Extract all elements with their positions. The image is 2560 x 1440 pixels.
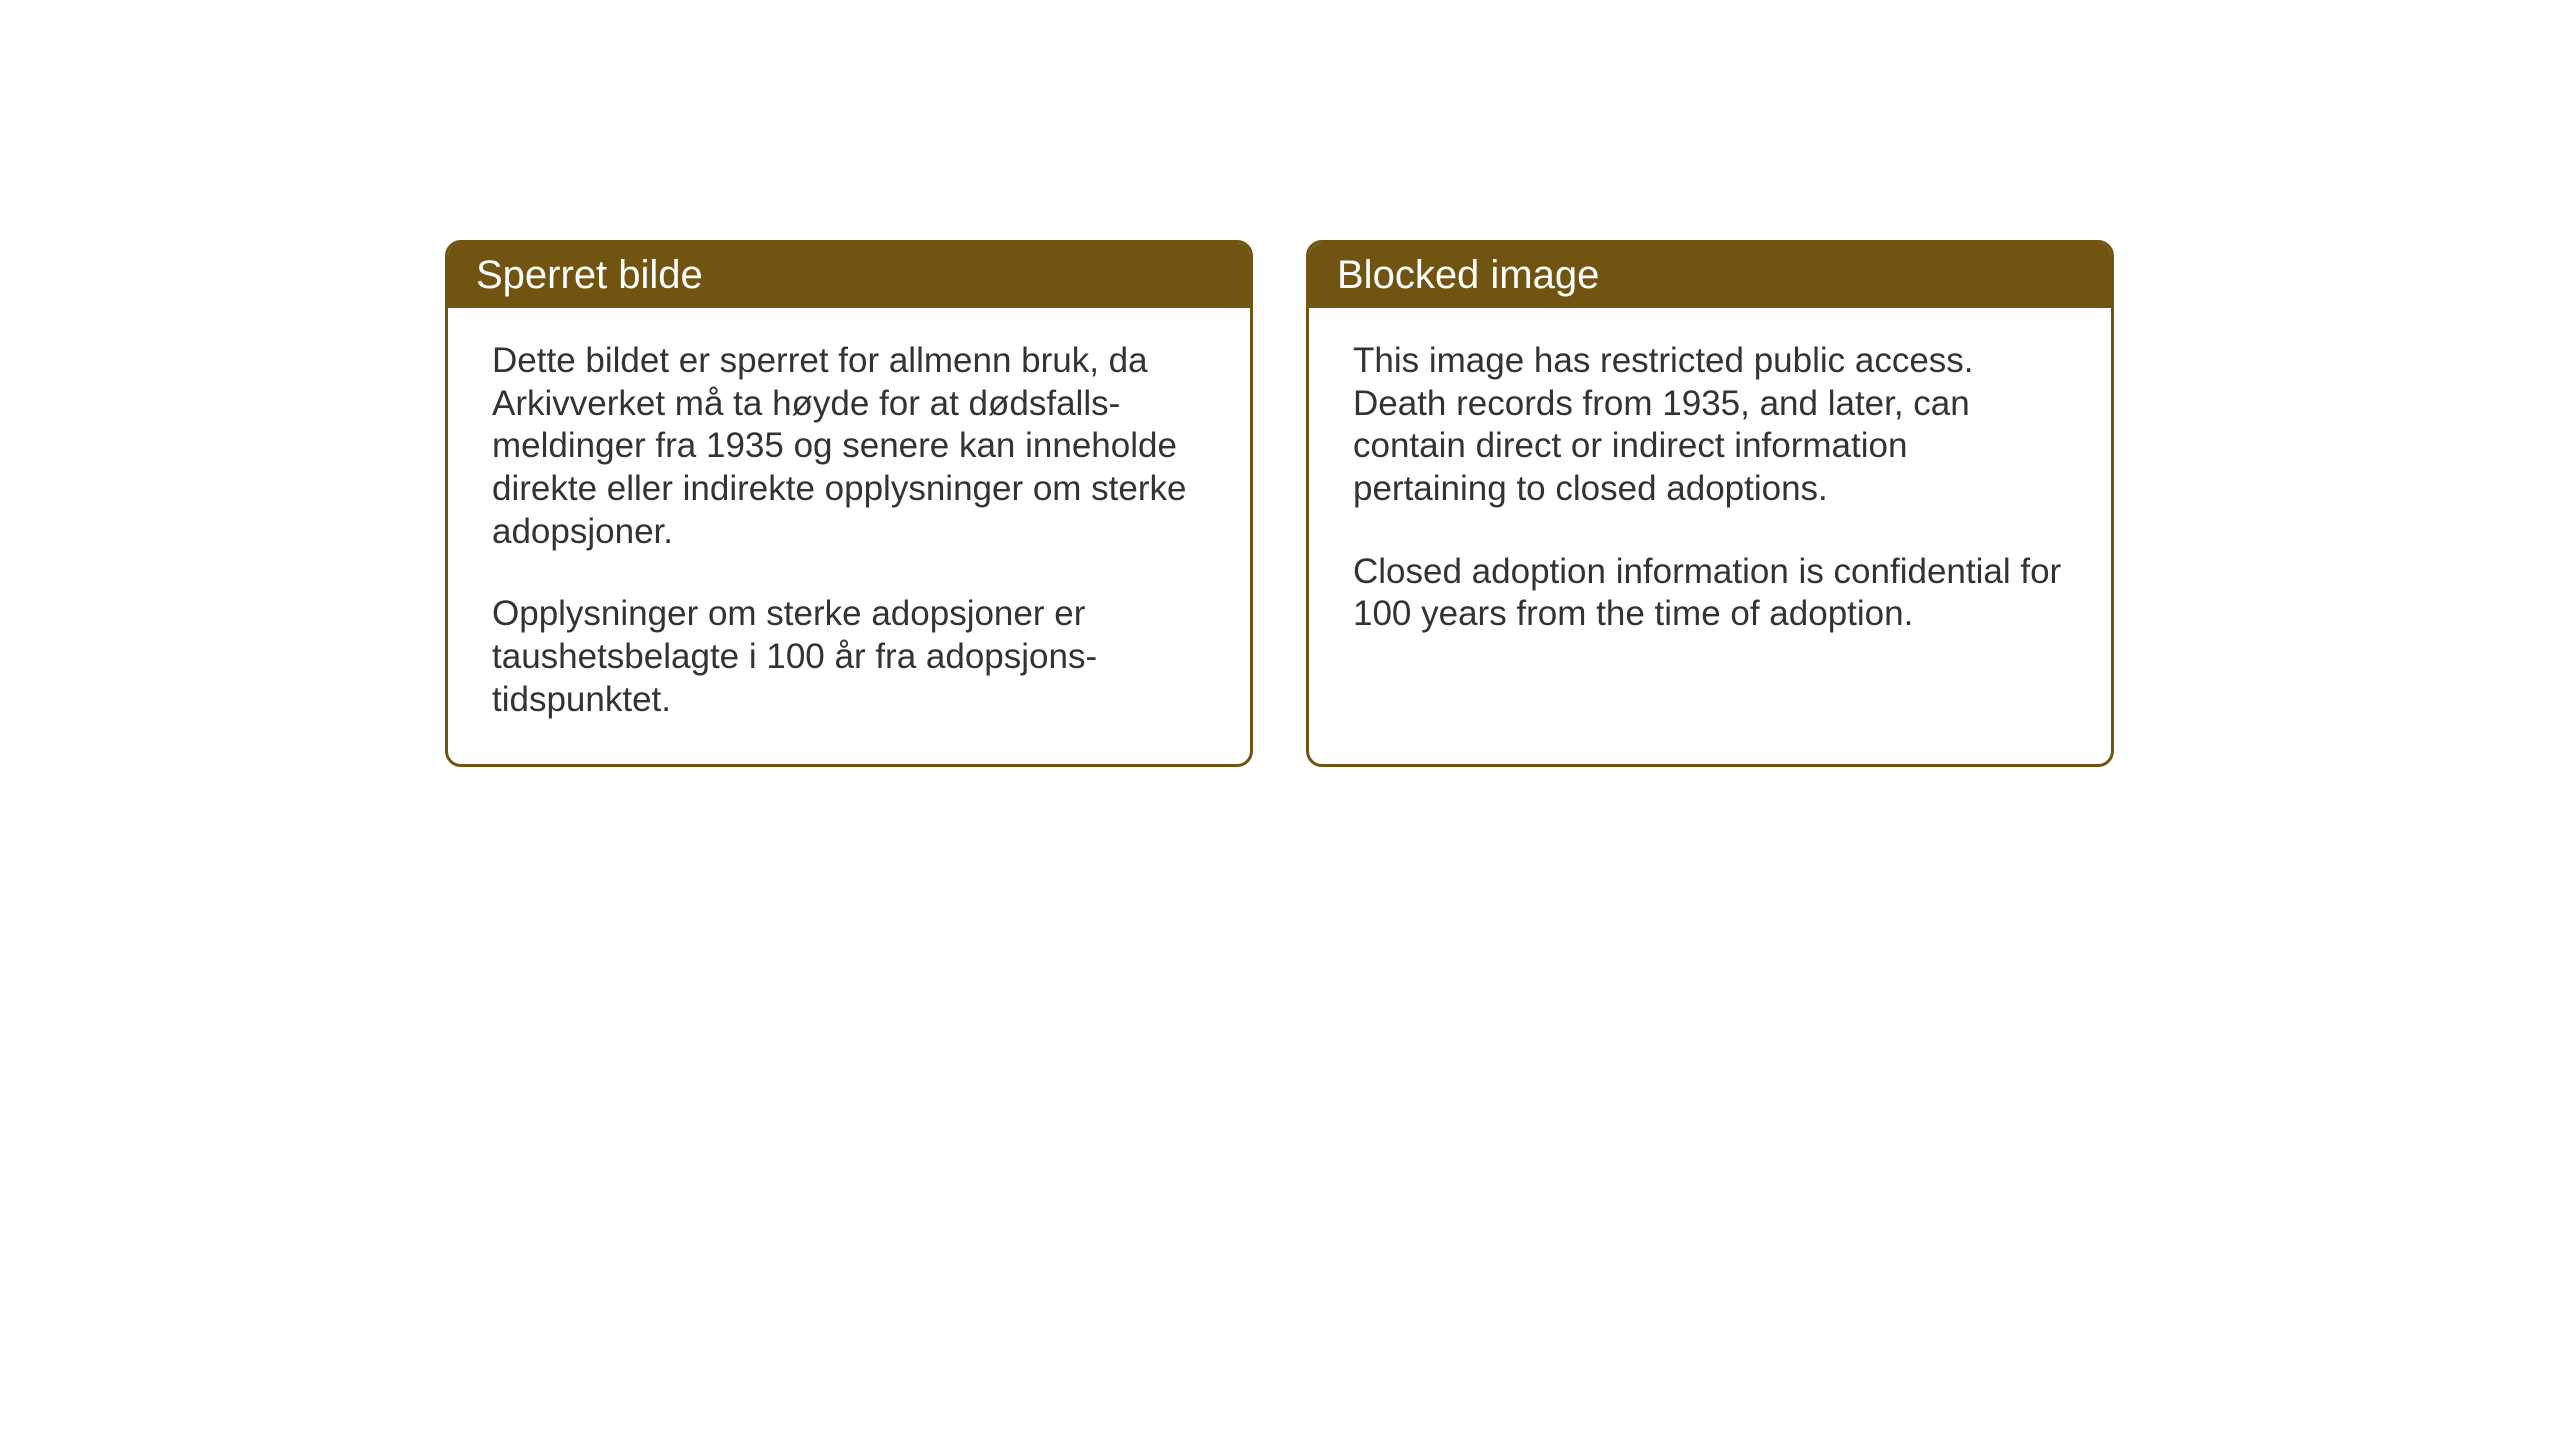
notice-paragraph: Opplysninger om sterke adopsjoner er tau… [492,593,1206,721]
notice-paragraph: Closed adoption information is confident… [1353,551,2067,636]
notice-container: Sperret bilde Dette bildet er sperret fo… [445,240,2114,767]
notice-paragraph: This image has restricted public access.… [1353,340,2067,511]
notice-box-norwegian: Sperret bilde Dette bildet er sperret fo… [445,240,1253,767]
notice-paragraph: Dette bildet er sperret for allmenn bruk… [492,340,1206,553]
notice-box-english: Blocked image This image has restricted … [1306,240,2114,767]
notice-header-english: Blocked image [1309,243,2111,308]
notice-body-norwegian: Dette bildet er sperret for allmenn bruk… [448,308,1250,764]
notice-body-english: This image has restricted public access.… [1309,308,2111,678]
notice-header-norwegian: Sperret bilde [448,243,1250,308]
